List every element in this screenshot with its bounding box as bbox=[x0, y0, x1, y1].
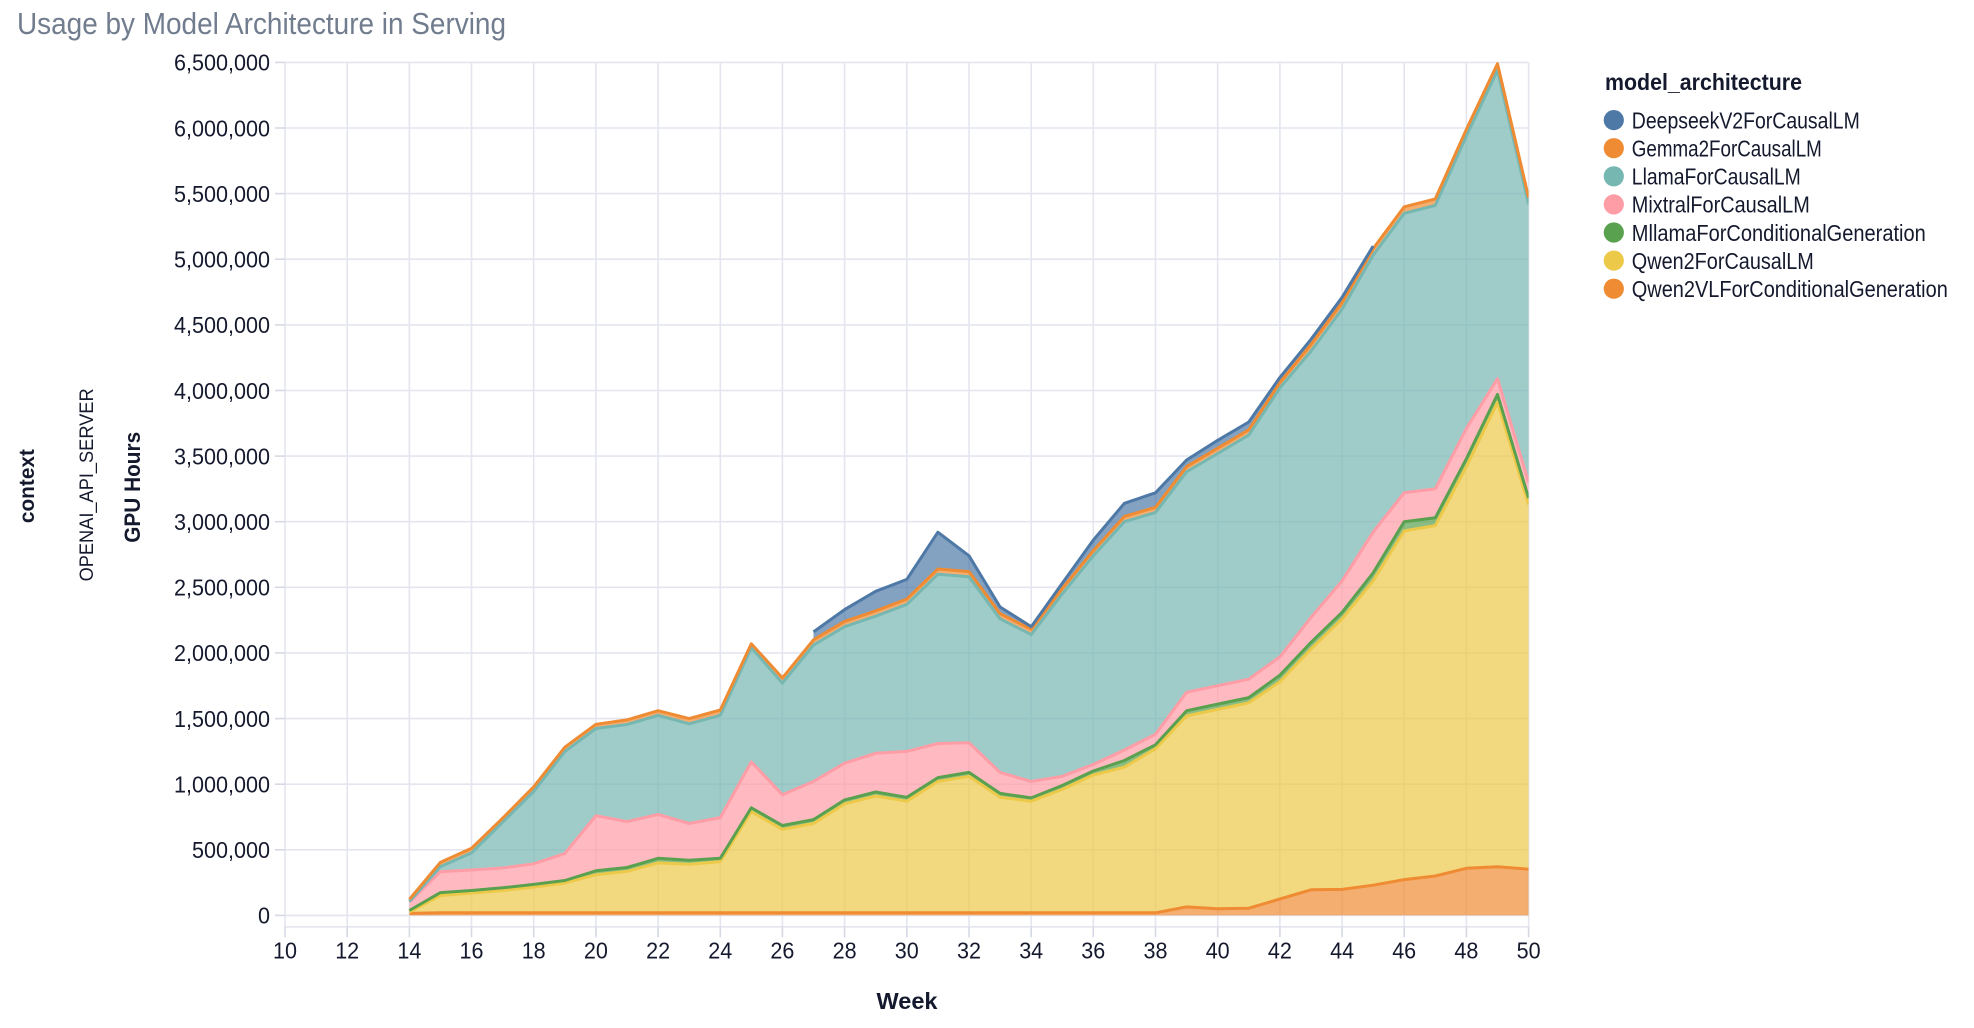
svg-text:28: 28 bbox=[833, 937, 857, 963]
svg-text:Qwen2ForCausalLM: Qwen2ForCausalLM bbox=[1632, 248, 1814, 274]
svg-text:30: 30 bbox=[895, 937, 919, 963]
svg-text:4,500,000: 4,500,000 bbox=[174, 312, 270, 338]
svg-text:Qwen2VLForConditionalGeneratio: Qwen2VLForConditionalGeneration bbox=[1632, 276, 1948, 302]
svg-text:6,000,000: 6,000,000 bbox=[174, 115, 270, 141]
svg-text:2,500,000: 2,500,000 bbox=[174, 575, 270, 601]
svg-text:34: 34 bbox=[1019, 937, 1043, 963]
svg-text:40: 40 bbox=[1206, 937, 1230, 963]
svg-text:500,000: 500,000 bbox=[192, 837, 270, 863]
svg-text:12: 12 bbox=[335, 937, 359, 963]
svg-text:model_architecture: model_architecture bbox=[1605, 69, 1802, 95]
svg-text:3,000,000: 3,000,000 bbox=[174, 509, 270, 535]
svg-text:36: 36 bbox=[1081, 937, 1105, 963]
svg-text:10: 10 bbox=[273, 937, 297, 963]
svg-text:20: 20 bbox=[584, 937, 608, 963]
svg-text:Usage by Model Architecture in: Usage by Model Architecture in Serving bbox=[17, 6, 506, 41]
svg-text:26: 26 bbox=[770, 937, 794, 963]
svg-text:44: 44 bbox=[1330, 937, 1354, 963]
svg-text:50: 50 bbox=[1517, 937, 1541, 963]
svg-text:LlamaForCausalLM: LlamaForCausalLM bbox=[1632, 164, 1801, 190]
svg-text:16: 16 bbox=[460, 937, 484, 963]
svg-text:DeepseekV2ForCausalLM: DeepseekV2ForCausalLM bbox=[1632, 107, 1860, 133]
svg-text:0: 0 bbox=[258, 903, 270, 929]
svg-text:OPENAI_API_SERVER: OPENAI_API_SERVER bbox=[76, 388, 98, 581]
svg-text:18: 18 bbox=[522, 937, 546, 963]
svg-text:2,000,000: 2,000,000 bbox=[174, 640, 270, 666]
svg-text:3,500,000: 3,500,000 bbox=[174, 443, 270, 469]
svg-text:38: 38 bbox=[1144, 937, 1168, 963]
svg-text:24: 24 bbox=[708, 937, 732, 963]
svg-text:46: 46 bbox=[1392, 937, 1416, 963]
svg-text:5,500,000: 5,500,000 bbox=[174, 181, 270, 207]
svg-text:1,000,000: 1,000,000 bbox=[174, 772, 270, 798]
svg-text:Week: Week bbox=[877, 988, 938, 1014]
svg-text:MllamaForConditionalGeneration: MllamaForConditionalGeneration bbox=[1632, 220, 1926, 246]
svg-text:5,000,000: 5,000,000 bbox=[174, 247, 270, 273]
svg-text:32: 32 bbox=[957, 937, 981, 963]
svg-text:6,500,000: 6,500,000 bbox=[174, 50, 270, 76]
svg-text:1,500,000: 1,500,000 bbox=[174, 706, 270, 732]
svg-text:Gemma2ForCausalLM: Gemma2ForCausalLM bbox=[1632, 136, 1822, 162]
svg-text:14: 14 bbox=[397, 937, 421, 963]
svg-text:22: 22 bbox=[646, 937, 670, 963]
svg-text:GPU Hours: GPU Hours bbox=[120, 432, 145, 543]
svg-text:42: 42 bbox=[1268, 937, 1292, 963]
svg-text:4,000,000: 4,000,000 bbox=[174, 378, 270, 404]
svg-text:MixtralForCausalLM: MixtralForCausalLM bbox=[1632, 192, 1810, 218]
svg-text:48: 48 bbox=[1454, 937, 1478, 963]
svg-text:context: context bbox=[16, 449, 39, 523]
